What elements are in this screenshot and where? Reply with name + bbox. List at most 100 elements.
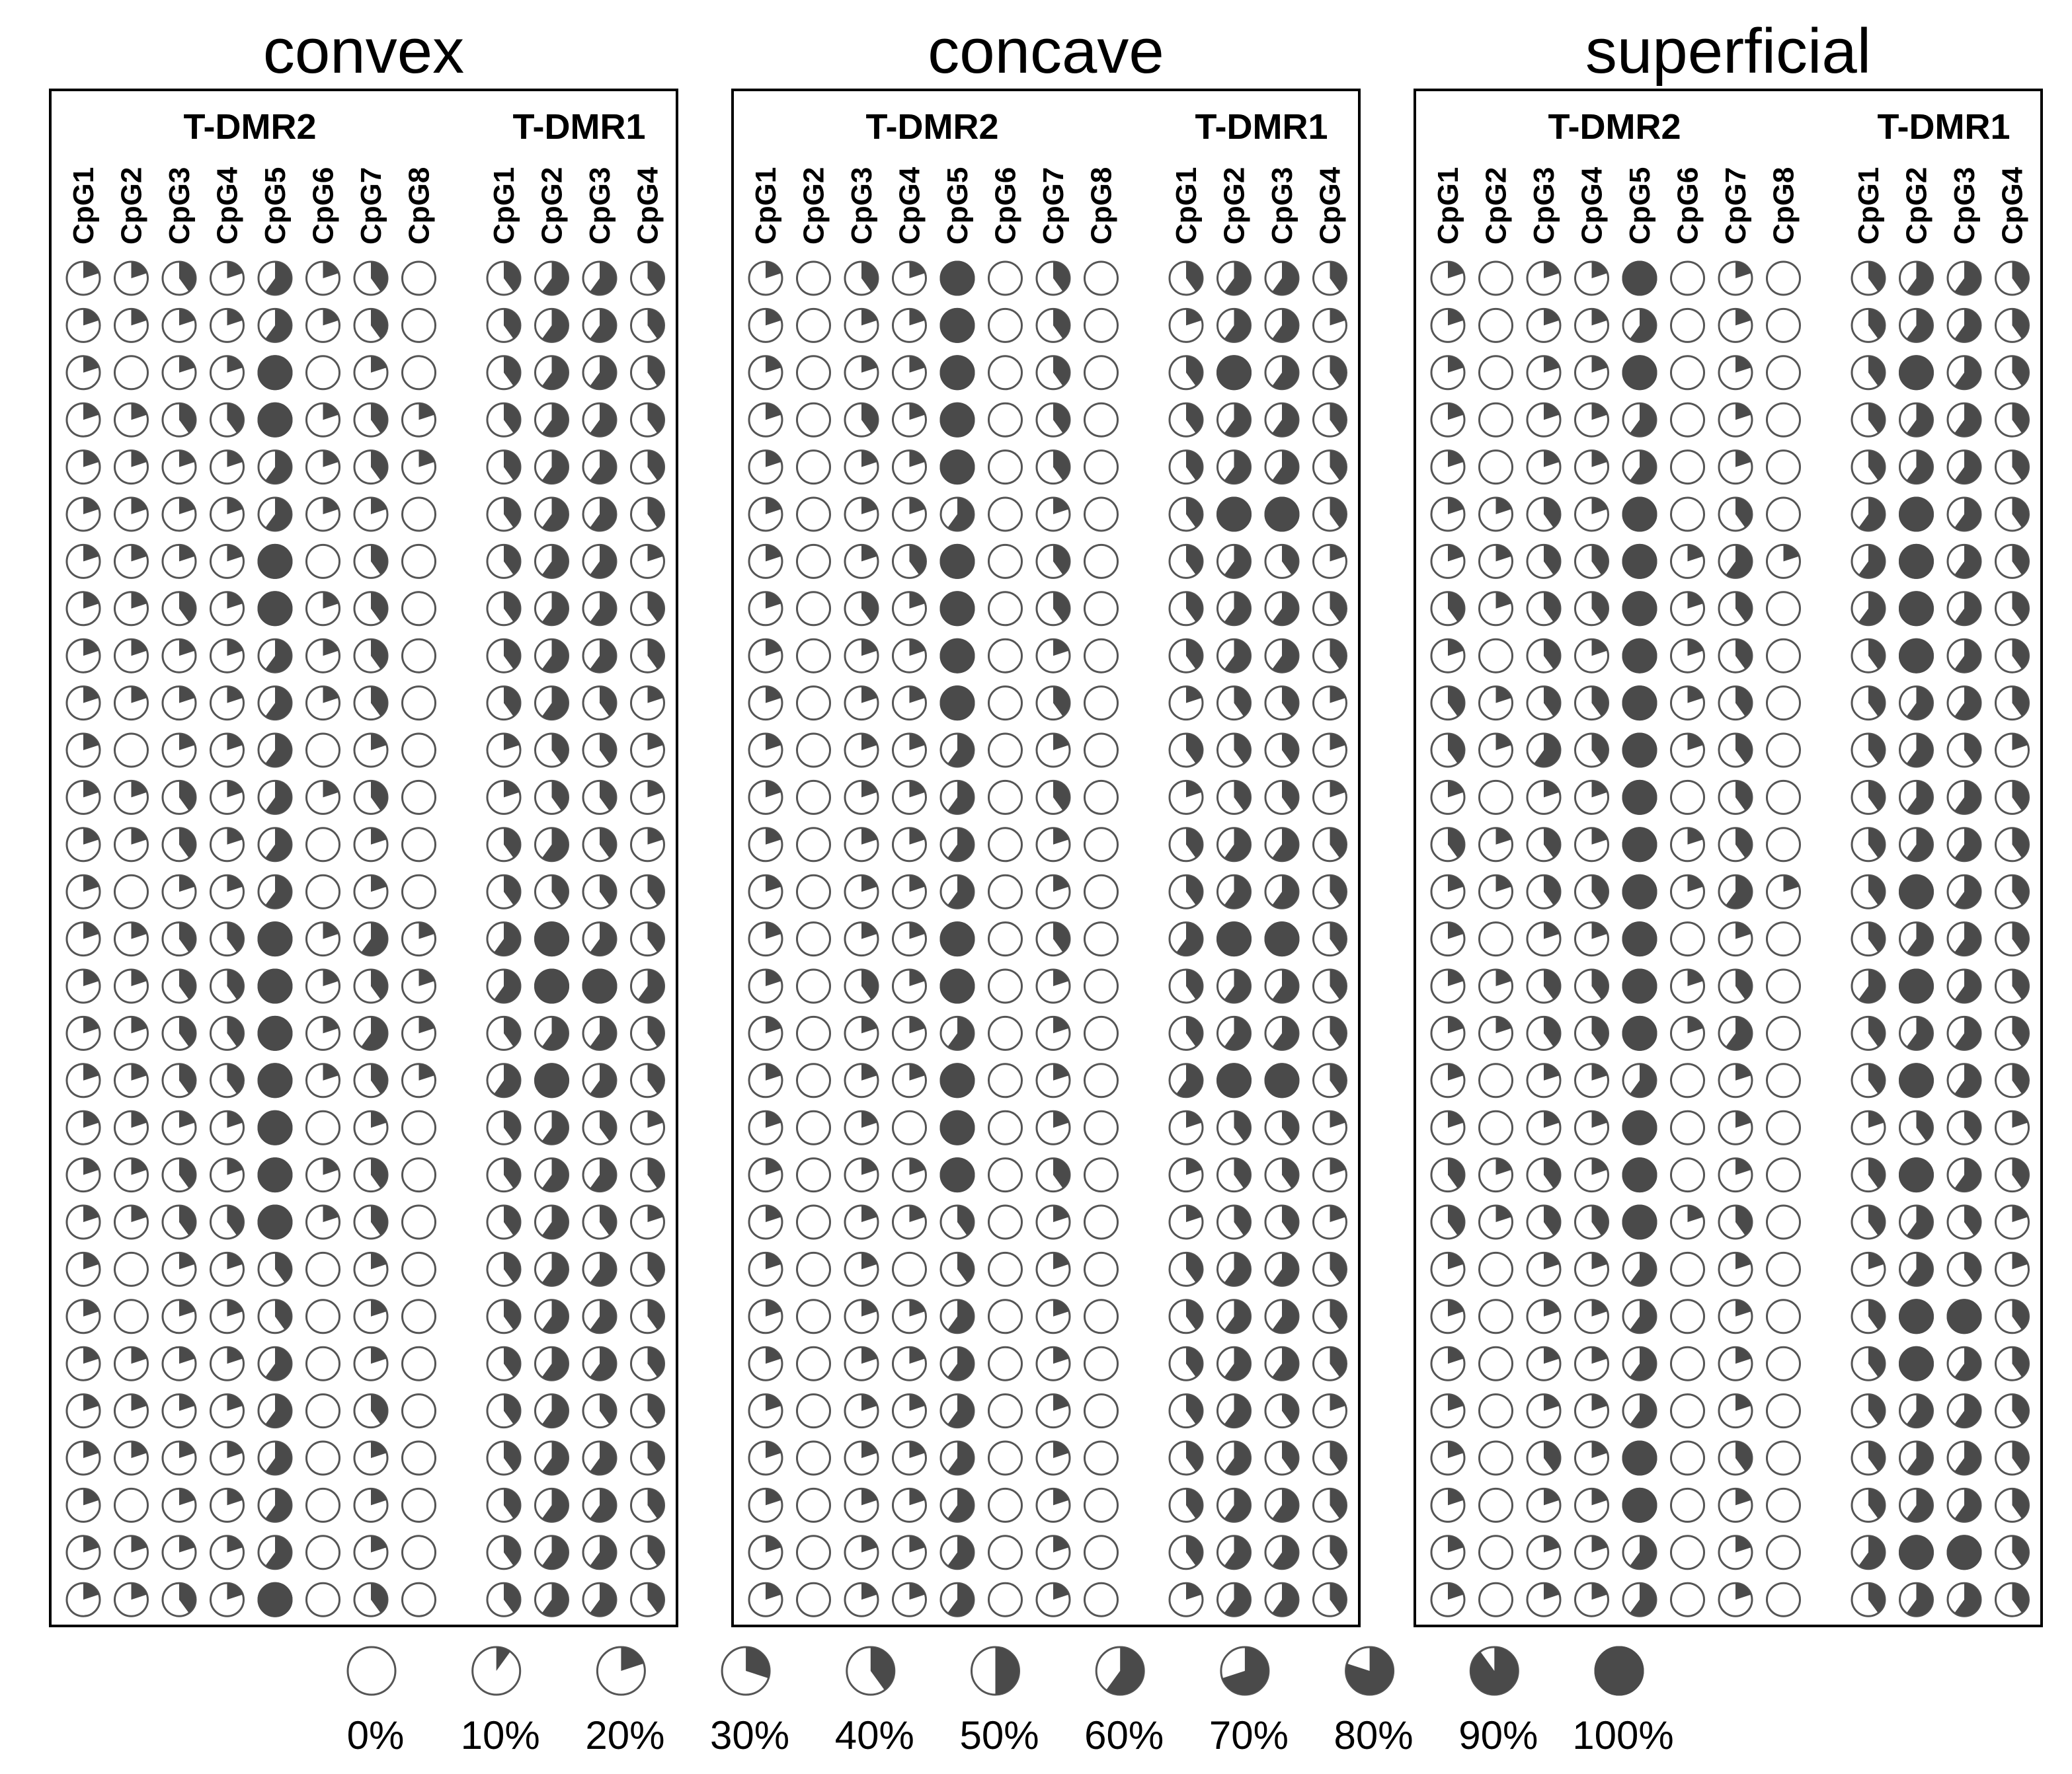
methylation-circle-t-dmr2-cpg3	[161, 779, 197, 815]
methylation-circle-t-dmr2-cpg5	[1622, 968, 1657, 1004]
methylation-circle-t-dmr1-cpg4	[1995, 827, 2030, 863]
methylation-circle-t-dmr2-cpg7	[353, 355, 389, 391]
methylation-circle-t-dmr2-cpg2	[114, 1487, 149, 1523]
methylation-circle-t-dmr1-cpg3	[582, 779, 618, 815]
methylation-circle-t-dmr1-cpg2	[534, 1440, 569, 1476]
legend-label: 80%	[1334, 1713, 1414, 1757]
methylation-circle-t-dmr2-cpg7	[1035, 1299, 1071, 1334]
methylation-circle-t-dmr1-cpg2	[1899, 779, 1934, 815]
methylation-circle-t-dmr1-cpg4	[1312, 1063, 1347, 1099]
methylation-circle-t-dmr1-cpg4	[1995, 779, 2030, 815]
methylation-circle-t-dmr2-cpg2	[1478, 1487, 1513, 1523]
methylation-circle-t-dmr2-cpg3	[161, 307, 197, 343]
methylation-circle-t-dmr2-cpg4	[892, 921, 927, 957]
methylation-circle-t-dmr2-cpg1	[65, 1204, 101, 1240]
methylation-circle-t-dmr2-cpg3	[161, 449, 197, 485]
methylation-circle-t-dmr2-cpg1	[748, 685, 783, 721]
methylation-circle-t-dmr1-cpg4	[1312, 260, 1347, 296]
methylation-circle-t-dmr2-cpg3	[844, 260, 879, 296]
methylation-circle-t-dmr1-cpg3	[1264, 543, 1300, 579]
methylation-circle-t-dmr2-cpg4	[1574, 1110, 1609, 1145]
methylation-circle-t-dmr2-cpg7	[1718, 638, 1753, 674]
methylation-circle-t-dmr2-cpg4	[1574, 449, 1609, 485]
methylation-circle-t-dmr1-cpg2	[534, 1582, 569, 1617]
methylation-circle-t-dmr2-cpg2	[796, 685, 831, 721]
methylation-circle-t-dmr2-cpg4	[1574, 591, 1609, 627]
methylation-circle-t-dmr2-cpg7	[1718, 1487, 1753, 1523]
cpg-label: CpG3	[584, 167, 616, 245]
methylation-circle-t-dmr1-cpg2	[534, 874, 569, 909]
methylation-circle-t-dmr1-cpg2	[1216, 1251, 1252, 1287]
methylation-circle-t-dmr2-cpg5	[939, 1063, 975, 1099]
methylation-circle-t-dmr1-cpg3	[582, 1346, 618, 1381]
methylation-circle-t-dmr2-cpg8	[1084, 449, 1119, 485]
methylation-circle-t-dmr2-cpg4	[1574, 1015, 1609, 1051]
legend-circle	[1469, 1646, 1519, 1696]
methylation-circle-t-dmr2-cpg2	[1478, 1110, 1513, 1145]
methylation-circle-t-dmr2-cpg7	[353, 307, 389, 343]
methylation-circle-t-dmr1-cpg4	[1995, 732, 2030, 768]
methylation-circle-t-dmr2-cpg2	[1478, 307, 1513, 343]
methylation-circle-t-dmr2-cpg7	[1718, 496, 1753, 532]
methylation-circle-t-dmr2-cpg5	[257, 827, 293, 863]
methylation-circle-t-dmr1-cpg3	[1946, 355, 1982, 391]
cpg-label: CpG4	[1997, 167, 2029, 245]
methylation-circle-t-dmr1-cpg3	[1264, 874, 1300, 909]
methylation-circle-t-dmr2-cpg5	[257, 874, 293, 909]
methylation-circle-t-dmr2-cpg3	[161, 732, 197, 768]
methylation-circle-t-dmr1-cpg3	[582, 1063, 618, 1099]
methylation-circle-t-dmr1-cpg1	[486, 638, 522, 674]
methylation-circle-t-dmr1-cpg3	[1264, 685, 1300, 721]
methylation-circle-t-dmr2-cpg2	[1478, 449, 1513, 485]
methylation-circle-t-dmr1-cpg4	[1312, 1393, 1347, 1429]
methylation-circle-t-dmr2-cpg8	[1766, 1157, 1801, 1193]
methylation-circle-t-dmr2-cpg1	[1430, 779, 1466, 815]
methylation-circle-t-dmr1-cpg3	[1946, 1063, 1982, 1099]
methylation-circle-t-dmr1-cpg1	[1851, 260, 1886, 296]
methylation-circle-t-dmr2-cpg2	[796, 1440, 831, 1476]
methylation-circle-t-dmr2-cpg5	[1622, 638, 1657, 674]
methylation-circle-t-dmr2-cpg5	[1622, 827, 1657, 863]
methylation-circle-t-dmr2-cpg6	[305, 1157, 340, 1193]
methylation-circle-t-dmr1-cpg1	[1168, 827, 1204, 863]
methylation-circle-t-dmr1-cpg2	[534, 449, 569, 485]
methylation-circle-t-dmr1-cpg4	[1995, 1063, 2030, 1099]
methylation-circle-t-dmr1-cpg2	[1216, 591, 1252, 627]
methylation-circle-t-dmr2-cpg7	[353, 685, 389, 721]
methylation-circle-t-dmr2-cpg6	[988, 1015, 1023, 1051]
methylation-circle-t-dmr2-cpg4	[892, 1535, 927, 1570]
methylation-circle-t-dmr2-cpg3	[161, 1063, 197, 1099]
methylation-circle-t-dmr2-cpg1	[65, 1110, 101, 1145]
methylation-circle-t-dmr1-cpg4	[1995, 1110, 2030, 1145]
methylation-circle-t-dmr1-cpg2	[1216, 1110, 1252, 1145]
methylation-circle-t-dmr1-cpg3	[1264, 355, 1300, 391]
methylation-circle-t-dmr2-cpg2	[796, 1346, 831, 1381]
cpg-label: CpG3	[846, 167, 878, 245]
methylation-circle-t-dmr2-cpg4	[1574, 779, 1609, 815]
methylation-circle-t-dmr2-cpg3	[844, 402, 879, 438]
legend-label: 0%	[347, 1713, 405, 1757]
methylation-circle-t-dmr2-cpg1	[1430, 1157, 1466, 1193]
methylation-circle-t-dmr2-cpg3	[844, 638, 879, 674]
methylation-circle-t-dmr2-cpg2	[1478, 874, 1513, 909]
methylation-circle-t-dmr2-cpg7	[1035, 827, 1071, 863]
legend-item: 40%	[835, 1646, 914, 1757]
legend-item: 50%	[959, 1646, 1039, 1757]
methylation-circle-t-dmr1-cpg2	[1899, 1582, 1934, 1617]
methylation-circle-t-dmr2-cpg6	[305, 1251, 340, 1287]
methylation-circle-t-dmr2-cpg7	[1035, 1204, 1071, 1240]
methylation-circle-t-dmr2-cpg3	[1526, 1063, 1562, 1099]
methylation-circle-t-dmr2-cpg7	[1718, 355, 1753, 391]
methylation-circle-t-dmr1-cpg2	[534, 402, 569, 438]
methylation-circle-t-dmr2-cpg2	[114, 1063, 149, 1099]
methylation-circle-t-dmr1-cpg1	[1168, 543, 1204, 579]
methylation-circle-t-dmr1-cpg2	[1216, 921, 1252, 957]
methylation-circle-t-dmr2-cpg2	[796, 543, 831, 579]
methylation-circle-t-dmr1-cpg3	[1264, 968, 1300, 1004]
methylation-circle-t-dmr2-cpg3	[844, 968, 879, 1004]
methylation-circle-t-dmr2-cpg6	[305, 1440, 340, 1476]
methylation-circle-t-dmr1-cpg3	[1264, 1299, 1300, 1334]
methylation-circle-t-dmr2-cpg6	[1670, 779, 1705, 815]
methylation-circle-t-dmr1-cpg4	[1312, 732, 1347, 768]
